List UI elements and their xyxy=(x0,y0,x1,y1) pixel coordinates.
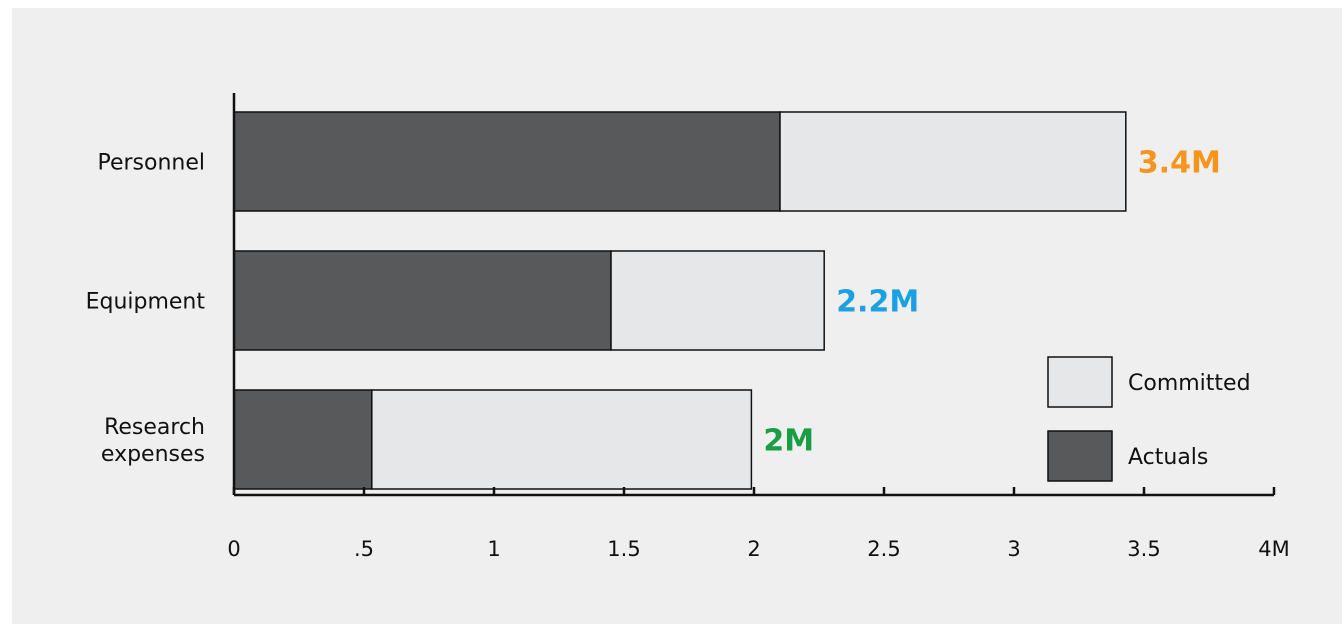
bar-actuals-3 xyxy=(233,389,373,490)
x-tick-label-7: 3 xyxy=(1007,537,1020,561)
legend-label-actuals: Actuals xyxy=(1128,445,1208,470)
total-label-2: 2.2M xyxy=(836,285,919,320)
bar-committed-3 xyxy=(371,389,753,490)
category-label-2: Equipment xyxy=(86,290,206,315)
x-tick-label-5: 2 xyxy=(747,537,760,561)
x-tick-label-1: 0 xyxy=(227,537,240,561)
bar-committed-1 xyxy=(779,111,1127,212)
x-tick-label-4: 1.5 xyxy=(607,537,640,561)
x-tick-label-8: 3.5 xyxy=(1127,537,1160,561)
legend-swatch-committed xyxy=(1047,356,1113,408)
bar-actuals-1 xyxy=(233,111,781,212)
chart-card: 3.4M Personnel 2.2M Equipment 2M Research expe… xyxy=(12,8,1342,624)
category-label-3-line-1: Research xyxy=(104,415,205,440)
legend-swatch-actuals xyxy=(1047,430,1113,482)
legend-label-committed: Committed xyxy=(1128,371,1251,396)
x-tick-label-3: 1 xyxy=(487,537,500,561)
x-tick-label-9: 4M xyxy=(1258,537,1289,561)
x-tick-label-2: .5 xyxy=(354,537,374,561)
category-label-3-line-2: expenses xyxy=(101,442,205,467)
x-tick-label-6: 2.5 xyxy=(867,537,900,561)
bar-committed-2 xyxy=(610,250,825,351)
total-label-1: 3.4M xyxy=(1138,146,1221,181)
category-label-1: Personnel xyxy=(97,151,205,176)
total-label-3: 2M xyxy=(763,424,814,459)
bar-actuals-2 xyxy=(233,250,612,351)
stacked-bar-chart: 3.4M Personnel 2.2M Equipment 2M Researchexpe… xyxy=(86,93,1290,561)
